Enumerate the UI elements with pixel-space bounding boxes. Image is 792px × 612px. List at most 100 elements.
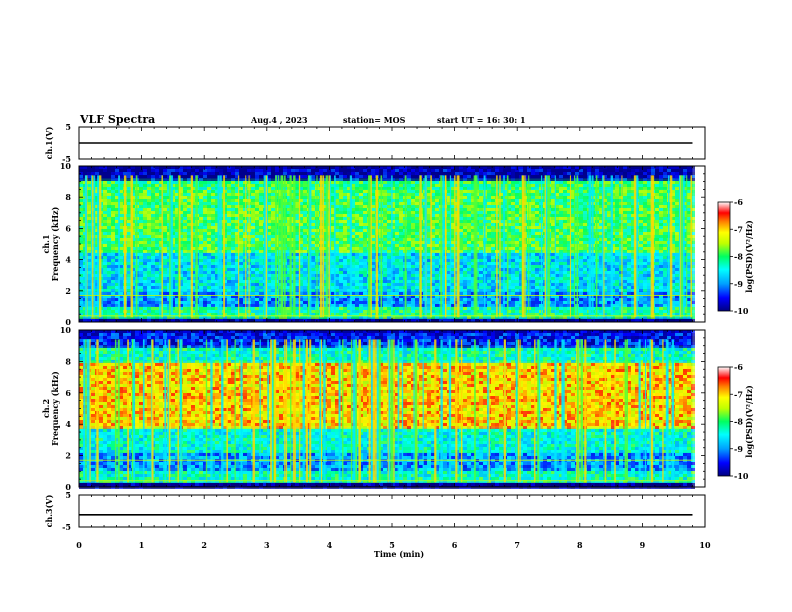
ch1-spectrogram-cell (223, 181, 227, 184)
ch1-spectrogram-cell (179, 178, 183, 181)
ch1-spectrogram-cell (387, 214, 391, 217)
ch1-spectrogram-cell (371, 190, 375, 193)
ch1-spectrogram-cell (423, 169, 427, 172)
ch1-spectrogram-cell (447, 316, 451, 319)
ch1-spectrogram-cell (183, 319, 187, 322)
ch1-spectrogram-cell (111, 184, 115, 187)
ch1-spectrogram-cell (423, 319, 427, 322)
ch1-spectrogram-cell (231, 286, 235, 289)
ch1-spectrogram-cell (335, 235, 339, 238)
ch1-spectrogram-cell (155, 214, 159, 217)
ch1-spectrogram-cell (199, 292, 203, 295)
ch1-spectrogram-cell (355, 166, 359, 169)
ch1-spectrogram-cell (271, 253, 275, 256)
ch1-spectrogram-cell (255, 220, 259, 223)
ch1-spectrogram-cell (299, 268, 303, 271)
ch1-spectrogram-cell (163, 307, 167, 310)
ch1-spectrogram-cell (95, 223, 99, 226)
ch1-spectrogram-cell (347, 262, 351, 265)
ch1-spectrogram-cell (175, 265, 179, 268)
ch1-spectrogram-cell (231, 205, 235, 208)
ch1-spectrogram-cell (407, 247, 411, 250)
ch1-spectrogram-cell (143, 223, 147, 226)
ch1-spectrogram-cell (415, 265, 419, 268)
ch1-spectrogram-cell (95, 316, 99, 319)
ch1-spectrogram-cell (371, 166, 375, 169)
ch1-spectrogram-cell (107, 283, 111, 286)
ch1-spectrogram-cell (135, 166, 139, 169)
ch1-spectrogram-cell (287, 190, 291, 193)
ch1-spectrogram-cell (371, 211, 375, 214)
ch1-spectrogram-cell (143, 295, 147, 298)
ch1-spectrogram-cell (299, 244, 303, 247)
ch1-spectrogram-cell (151, 250, 155, 253)
ch1-spectrogram-cell (187, 241, 191, 244)
ch1-spectrogram-cell (95, 178, 99, 181)
ch1-spectrogram-cell (259, 169, 263, 172)
ch1-spectrogram-cell (447, 262, 451, 265)
ch1-spectrogram-cell (391, 214, 395, 217)
ch1-spectrogram-cell (139, 226, 143, 229)
ch1-spectrogram-cell (359, 247, 363, 250)
ch1-spectrogram-cell (239, 166, 243, 169)
ch1-spectrogram-cell (323, 190, 327, 193)
ch1-spectrogram-cell (155, 259, 159, 262)
ch1-spectrogram-cell (347, 172, 351, 175)
ch1-spectrogram-cell (251, 199, 255, 202)
ch1-spectrogram-cell (331, 253, 335, 256)
ch1-spectrogram-cell (163, 208, 167, 211)
ch1-spectrogram-cell (307, 166, 311, 169)
ch1-spectrogram-cell (335, 172, 339, 175)
ch1-spectrogram-cell (179, 265, 183, 268)
ch1-spectrogram-cell (235, 277, 239, 280)
ch1-spectrogram-cell (299, 226, 303, 229)
ch1-spectrogram-cell (427, 319, 431, 322)
ch1-spectrogram-cell (355, 253, 359, 256)
ch1-spectrogram-cell (299, 220, 303, 223)
ch1-spectrogram-cell (335, 184, 339, 187)
ch1-spectrogram-cell (351, 178, 355, 181)
ch1-spectrogram-cell (151, 208, 155, 211)
ch1-spectrogram-cell (175, 253, 179, 256)
ch1-spectrogram-cell (91, 166, 95, 169)
ch1-spectrogram-cell (131, 190, 135, 193)
ch1-spectrogram-cell (355, 319, 359, 322)
ch1-spectrogram-cell (447, 244, 451, 247)
ch1-spectrogram-cell (359, 235, 363, 238)
ch1-spectrogram-cell (251, 235, 255, 238)
ch1-spectrogram-cell (447, 298, 451, 301)
ch1-spectrogram-cell (295, 265, 299, 268)
ch1-spectrogram-cell (407, 280, 411, 283)
ch1-spectrogram-cell (211, 247, 215, 250)
ch1-spectrogram-cell (267, 238, 271, 241)
ch1-spectrogram-cell (359, 199, 363, 202)
ch1-spectrogram-cell (107, 187, 111, 190)
ch1-spectrogram-cell (179, 220, 183, 223)
ch1-spectrogram-cell (363, 172, 367, 175)
ch1-spectrogram-cell (87, 244, 91, 247)
ch1-spectrogram-cell (351, 301, 355, 304)
ch1-spectrogram-cell (363, 283, 367, 286)
ch1-spectrogram-cell (351, 310, 355, 313)
ch1-spectrogram-cell (391, 292, 395, 295)
ch1-spectrogram-cell (139, 172, 143, 175)
ch1-spectrogram-cell (243, 283, 247, 286)
ch1-spectrogram-cell (127, 292, 131, 295)
ch1-spectrogram-cell (359, 307, 363, 310)
ch1-spectrogram-cell (203, 295, 207, 298)
ch1-spectrogram-cell (103, 310, 107, 313)
ch1-spectrogram-cell (355, 268, 359, 271)
ch1-spectrogram-cell (383, 217, 387, 220)
ch1-spectrogram-cell (175, 316, 179, 319)
ch1-spectrogram-cell (163, 172, 167, 175)
ch1-spectrogram-cell (387, 319, 391, 322)
ch1-spectrogram-cell (207, 271, 211, 274)
ch1-spectrogram-cell (383, 310, 387, 313)
ch1-spectrogram-cell (447, 175, 451, 178)
ch1-spectrogram-cell (299, 247, 303, 250)
ch1-spectrogram-cell (151, 313, 155, 316)
ch1-spectrogram-cell (311, 169, 315, 172)
ch1-spectrogram-cell (215, 199, 219, 202)
ch1-spectrogram-cell (163, 292, 167, 295)
ch1-spectrogram-cell (155, 253, 159, 256)
